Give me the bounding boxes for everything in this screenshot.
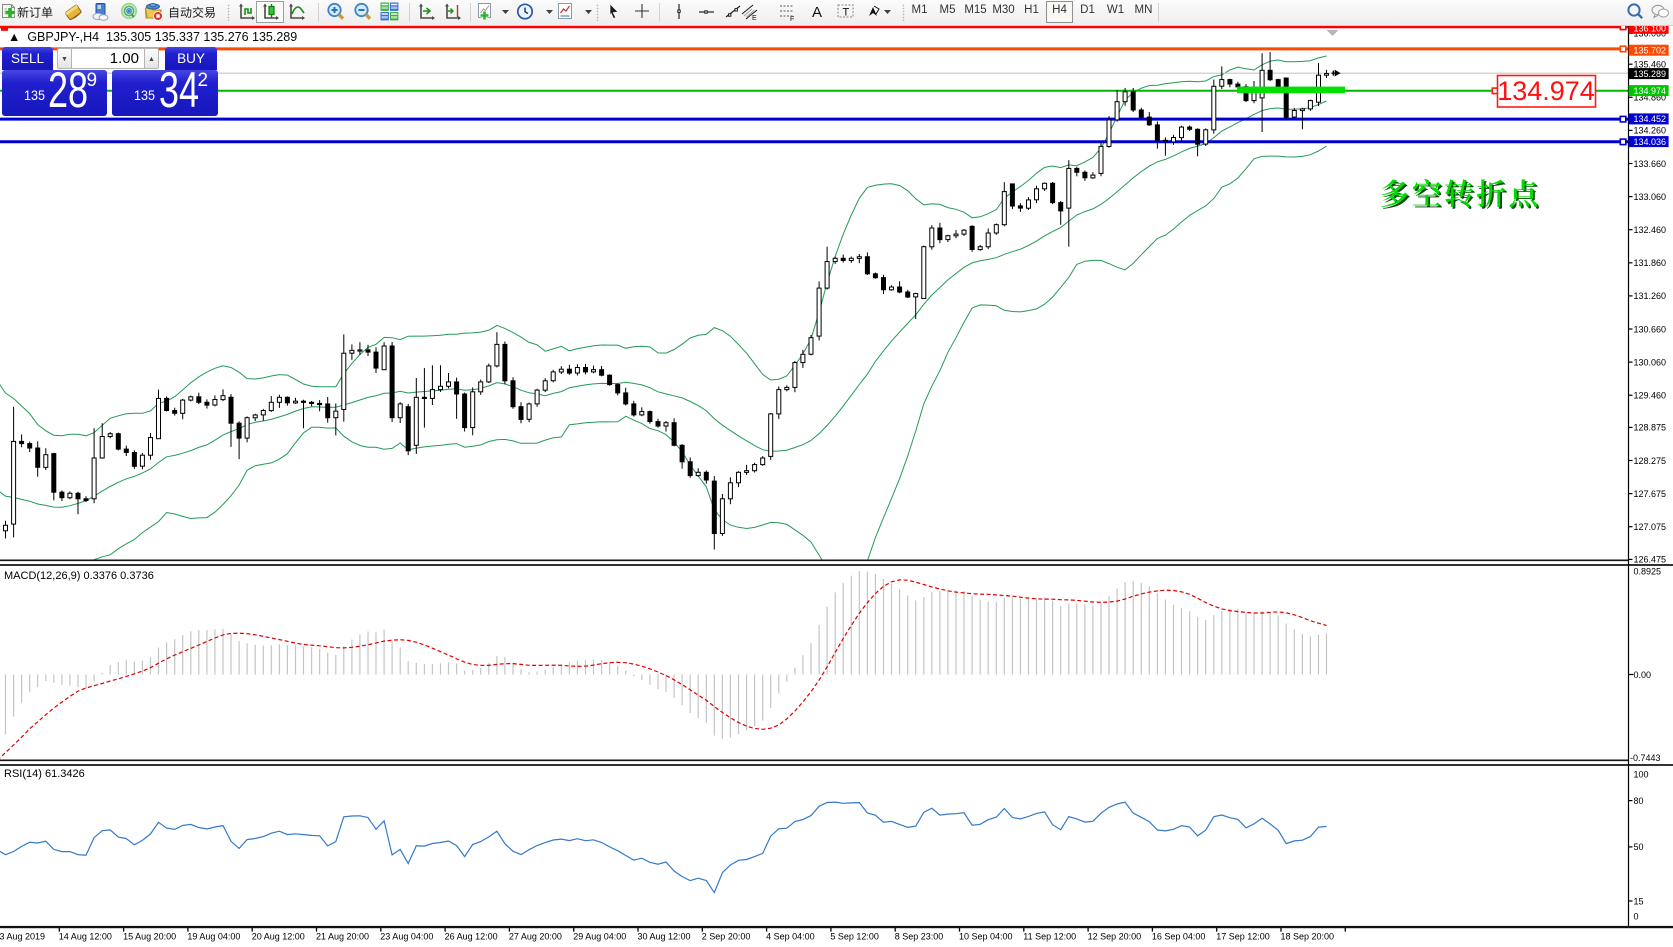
svg-text:13 Aug 2019: 13 Aug 2019 (0, 932, 45, 942)
svg-text:RSI(14) 61.3426: RSI(14) 61.3426 (4, 768, 85, 780)
svg-text:130.060: 130.060 (1634, 357, 1667, 367)
svg-text:130.660: 130.660 (1634, 324, 1667, 334)
svg-text:127.675: 127.675 (1634, 489, 1667, 499)
svg-text:29 Aug 04:00: 29 Aug 04:00 (573, 932, 626, 942)
svg-text:11 Sep 12:00: 11 Sep 12:00 (1023, 932, 1076, 942)
svg-text:0: 0 (1634, 911, 1639, 921)
svg-text:134.974: 134.974 (1497, 76, 1595, 106)
svg-text:30 Aug 12:00: 30 Aug 12:00 (638, 932, 691, 942)
svg-text:16 Sep 04:00: 16 Sep 04:00 (1152, 932, 1206, 942)
svg-text:23 Aug 04:00: 23 Aug 04:00 (380, 932, 433, 942)
svg-text:2 Sep 20:00: 2 Sep 20:00 (702, 932, 751, 942)
svg-text:12 Sep 20:00: 12 Sep 20:00 (1088, 932, 1142, 942)
svg-text:135.460: 135.460 (1634, 60, 1667, 70)
svg-text:E: E (752, 15, 757, 22)
svg-text:100: 100 (1634, 770, 1649, 780)
svg-text:MACD(12,26,9) 0.3376 0.3736: MACD(12,26,9) 0.3376 0.3736 (4, 570, 154, 582)
svg-text:27 Aug 20:00: 27 Aug 20:00 (509, 932, 562, 942)
svg-text:80: 80 (1634, 796, 1644, 806)
svg-text:135.289: 135.289 (1634, 69, 1667, 79)
svg-text:133.660: 133.660 (1634, 159, 1667, 169)
svg-text:19 Aug 04:00: 19 Aug 04:00 (187, 932, 240, 942)
svg-text:0.00: 0.00 (1634, 670, 1652, 680)
svg-text:132.460: 132.460 (1634, 225, 1667, 235)
svg-text:133.060: 133.060 (1634, 192, 1667, 202)
svg-text:15 Aug 20:00: 15 Aug 20:00 (123, 932, 176, 942)
svg-text:F: F (790, 16, 794, 22)
svg-text:128.275: 128.275 (1634, 456, 1667, 466)
svg-text:17 Sep 12:00: 17 Sep 12:00 (1216, 932, 1270, 942)
svg-text:131.860: 131.860 (1634, 258, 1667, 268)
svg-text:136.100: 136.100 (1634, 24, 1667, 34)
svg-text:4 Sep 04:00: 4 Sep 04:00 (766, 932, 815, 942)
svg-text:127.075: 127.075 (1634, 522, 1667, 532)
svg-text:5 Sep 12:00: 5 Sep 12:00 (830, 932, 879, 942)
svg-text:26 Aug 12:00: 26 Aug 12:00 (445, 932, 498, 942)
svg-text:15: 15 (1634, 896, 1644, 906)
svg-text:134.860: 134.860 (1634, 93, 1667, 103)
svg-text:131.260: 131.260 (1634, 291, 1667, 301)
svg-text:21 Aug 20:00: 21 Aug 20:00 (316, 932, 369, 942)
svg-text:134.452: 134.452 (1634, 114, 1667, 124)
svg-text:T: T (843, 7, 850, 19)
svg-text:10 Sep 04:00: 10 Sep 04:00 (959, 932, 1013, 942)
svg-text:134.260: 134.260 (1634, 126, 1667, 136)
svg-text:134.036: 134.036 (1634, 137, 1667, 147)
svg-text:135.702: 135.702 (1634, 46, 1667, 56)
svg-text:14 Aug 12:00: 14 Aug 12:00 (59, 932, 112, 942)
svg-text:0.8925: 0.8925 (1634, 567, 1662, 577)
svg-text:134.974: 134.974 (1634, 86, 1667, 96)
svg-text:126.475: 126.475 (1634, 555, 1667, 565)
svg-text:8 Sep 23:00: 8 Sep 23:00 (895, 932, 944, 942)
svg-text:18 Sep 20:00: 18 Sep 20:00 (1281, 932, 1335, 942)
svg-text:129.460: 129.460 (1634, 391, 1667, 401)
svg-text:A: A (812, 4, 822, 21)
svg-text:20 Aug 12:00: 20 Aug 12:00 (252, 932, 305, 942)
svg-text:-0.7443: -0.7443 (1630, 753, 1661, 763)
svg-text:128.875: 128.875 (1634, 423, 1667, 433)
svg-text:50: 50 (1634, 842, 1644, 852)
